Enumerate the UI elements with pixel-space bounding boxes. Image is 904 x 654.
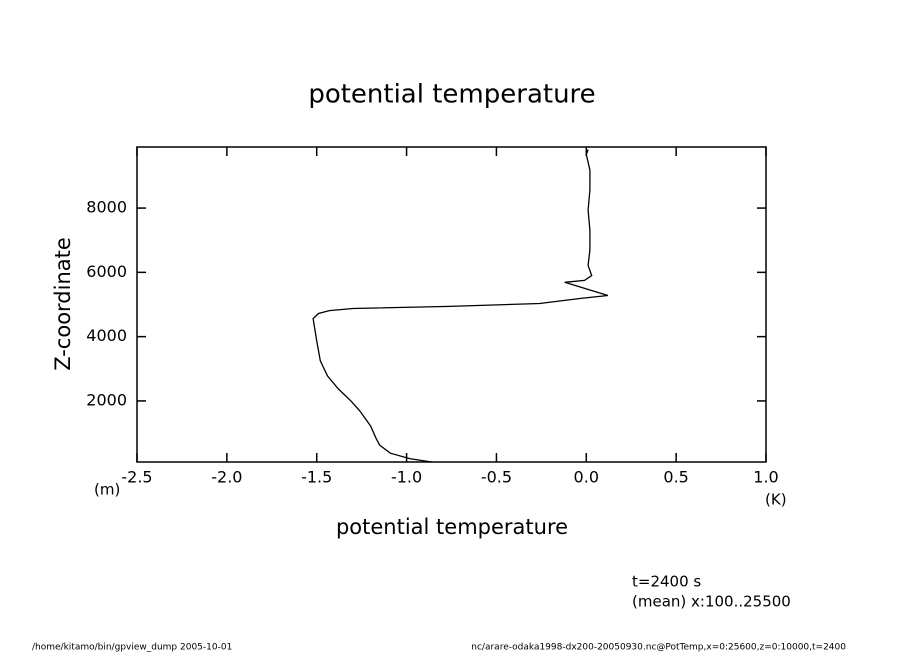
x-tick-label: -1.0	[391, 468, 422, 487]
chart-title: potential temperature	[308, 80, 595, 110]
x-unit: (K)	[765, 491, 787, 509]
plot-frame	[136, 146, 767, 463]
x-tick-label: -1.5	[301, 468, 332, 487]
annotation: t=2400 s	[632, 573, 701, 591]
x-tick-label: -2.5	[121, 468, 152, 487]
y-unit: (m)	[94, 481, 120, 499]
y-tick-label: 6000	[86, 262, 127, 281]
x-tick-label: 1.0	[753, 468, 778, 487]
x-tick-label: 0.0	[574, 468, 599, 487]
footer-right: nc/arare-odaka1998-dx200-20050930.nc@Pot…	[471, 643, 846, 653]
x-axis-label: potential temperature	[336, 515, 568, 539]
x-tick-label: 0.5	[663, 468, 688, 487]
y-tick-label: 8000	[86, 198, 127, 217]
x-tick-label: -0.5	[481, 468, 512, 487]
y-axis-label: Z-coordinate	[51, 237, 75, 371]
profile-line	[312, 149, 609, 463]
y-tick-label: 2000	[86, 390, 127, 409]
x-tick-label: -2.0	[211, 468, 242, 487]
y-tick-label: 4000	[86, 326, 127, 345]
footer-left: /home/kitamo/bin/gpview_dump 2005-10-01	[32, 643, 232, 653]
annotation: (mean) x:100..25500	[632, 593, 791, 611]
